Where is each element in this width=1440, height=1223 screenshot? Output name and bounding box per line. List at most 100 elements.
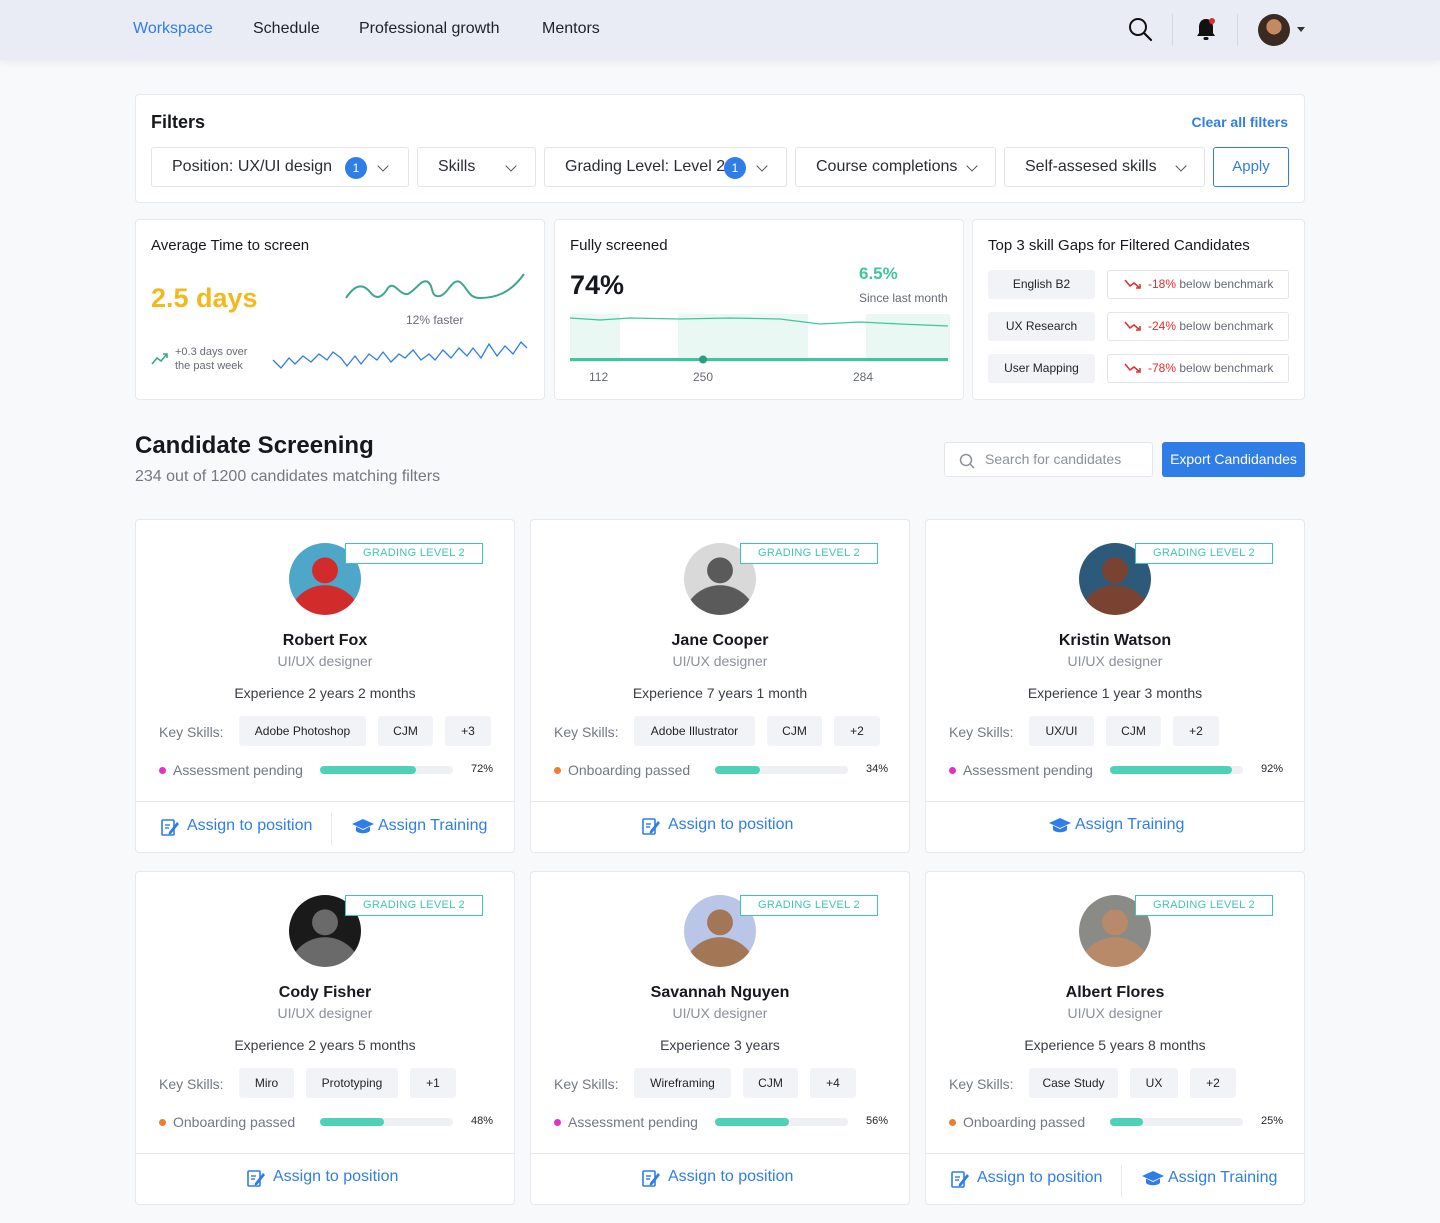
progress-percent: 56%	[865, 1115, 888, 1127]
candidate-experience: Experience 5 years 8 months	[1024, 1037, 1206, 1053]
clear-filters-link[interactable]: Clear all filters	[1191, 114, 1289, 130]
chevron-down-icon	[377, 160, 389, 172]
candidate-role: UI/UX designer	[277, 1005, 373, 1021]
card-divider	[531, 1153, 909, 1154]
progress-bar	[715, 1118, 848, 1126]
key-skills-label: Key Skills:	[554, 1076, 619, 1092]
export-candidates-button[interactable]: Export Candidandes	[1162, 442, 1305, 477]
trend-sparkline	[345, 273, 525, 300]
candidate-card[interactable]: GRADING LEVEL 2 Albert Flores UI/UX design…	[925, 871, 1305, 1205]
filter-label: Position: UX/UI design	[172, 158, 333, 175]
assign-training-button[interactable]: Assign Training	[1049, 816, 1185, 834]
skill-chip: +2	[1173, 716, 1219, 746]
screened-area-chart	[570, 314, 950, 364]
candidate-card[interactable]: GRADING LEVEL 2 Cody Fisher UI/UX designer…	[135, 871, 515, 1205]
trend-up-icon	[151, 353, 168, 365]
key-skills-label: Key Skills:	[949, 1076, 1014, 1092]
candidate-card[interactable]: GRADING LEVEL 2 Robert Fox UI/UX designer E…	[135, 519, 515, 853]
card-divider	[136, 801, 514, 802]
assign-position-icon	[642, 818, 660, 835]
gap-value: -24% below benchmark	[1107, 312, 1289, 341]
filter-count-badge: 1	[724, 157, 746, 179]
candidate-card[interactable]: GRADING LEVEL 2 Jane Cooper UI/UX designer…	[530, 519, 910, 853]
assign-training-button[interactable]: Assign Training	[352, 817, 487, 835]
filter-position[interactable]: Position: UX/UI design 1	[151, 147, 409, 187]
skill-chip: +3	[445, 716, 491, 746]
nav-workspace[interactable]: Workspace	[133, 20, 213, 37]
card-divider	[926, 801, 1304, 802]
gap-suffix: below benchmark	[1179, 277, 1274, 291]
filter-skills[interactable]: Skills	[417, 147, 536, 187]
grading-level-badge: GRADING LEVEL 2	[1135, 895, 1273, 916]
status-dot	[554, 1119, 561, 1126]
nav-divider	[1237, 14, 1238, 46]
skill-chip: +1	[410, 1068, 456, 1098]
status-text: Assessment pending	[963, 762, 1093, 778]
chevron-down-icon	[1175, 160, 1187, 172]
section-title: Candidate Screening	[135, 432, 374, 459]
action-divider	[331, 813, 332, 845]
filters-panel: Filters Clear all filters Position: UX/U…	[135, 94, 1305, 203]
filter-count-badge: 1	[345, 157, 367, 179]
candidate-experience: Experience 7 years 1 month	[632, 685, 808, 701]
action-label: Assign to position	[977, 1169, 1103, 1186]
faster-label: 12% faster	[406, 313, 464, 327]
gap-suffix: below benchmark	[1179, 361, 1274, 375]
grading-level-badge: GRADING LEVEL 2	[1135, 543, 1273, 564]
nav-schedule[interactable]: Schedule	[253, 20, 320, 37]
apply-button[interactable]: Apply	[1213, 147, 1289, 187]
progress-fill	[1110, 766, 1233, 774]
nav-professional-growth[interactable]: Professional growth	[359, 20, 500, 37]
filter-course-completions[interactable]: Course completions	[795, 147, 996, 187]
average-time-value: 2.5 days	[151, 283, 258, 313]
nav-divider	[1172, 14, 1173, 46]
assign-position-button[interactable]: Assign to position	[642, 816, 793, 835]
assign-position-button[interactable]: Assign to position	[951, 1169, 1103, 1188]
assign-training-button[interactable]: Assign Training	[1142, 1169, 1277, 1187]
action-label: Assign to position	[273, 1168, 399, 1185]
key-skills-label: Key Skills:	[554, 724, 619, 740]
filter-self-assessed-skills[interactable]: Self-assesed skills	[1004, 147, 1205, 187]
weekly-sparkline	[272, 340, 528, 369]
chevron-down-icon[interactable]	[1297, 27, 1305, 32]
card-divider	[926, 1153, 1304, 1154]
action-label: Assign Training	[1075, 816, 1185, 833]
filter-label: Self-assesed skills	[1025, 158, 1157, 175]
card-title: Top 3 skill Gaps for Filtered Candidates	[988, 237, 1250, 254]
search-icon[interactable]	[1127, 16, 1153, 42]
graduation-cap-icon	[1142, 1171, 1164, 1186]
status-dot	[159, 1119, 166, 1126]
nav-mentors[interactable]: Mentors	[542, 20, 600, 37]
progress-fill	[1110, 1118, 1144, 1126]
candidate-experience: Experience 2 years 2 months	[234, 685, 416, 701]
axis-label: 284	[853, 370, 874, 384]
progress-percent: 92%	[1260, 763, 1283, 775]
filter-label: Course completions	[816, 158, 958, 175]
bell-icon[interactable]	[1193, 16, 1219, 42]
assign-position-icon	[642, 1170, 660, 1187]
candidate-role: UI/UX designer	[1067, 653, 1163, 669]
filter-grading-level[interactable]: Grading Level: Level 2 1	[544, 147, 787, 187]
gap-skill-label: User Mapping	[988, 354, 1095, 383]
status-dot	[949, 767, 956, 774]
card-title: Fully screened	[570, 237, 668, 254]
skill-chip: Adobe Illustrator	[634, 716, 755, 746]
search-input[interactable]	[985, 451, 1145, 467]
card-divider	[136, 1153, 514, 1154]
average-time-card: Average Time to screen 2.5 days 12% fast…	[135, 219, 545, 400]
skill-chip: UX	[1130, 1068, 1178, 1098]
progress-fill	[320, 1118, 384, 1126]
grading-level-badge: GRADING LEVEL 2	[740, 895, 878, 916]
action-label: Assign to position	[187, 817, 313, 834]
candidate-experience: Experience 1 year 3 months	[1027, 685, 1203, 701]
assign-position-button[interactable]: Assign to position	[161, 817, 313, 836]
status-text: Assessment pending	[568, 1114, 698, 1130]
filter-label: Grading Level: Level 2	[565, 158, 726, 175]
progress-fill	[715, 766, 761, 774]
skill-chip: Wireframing	[634, 1068, 731, 1098]
assign-position-button[interactable]: Assign to position	[642, 1168, 793, 1187]
assign-position-button[interactable]: Assign to position	[247, 1168, 399, 1187]
candidate-card[interactable]: GRADING LEVEL 2 Kristin Watson UI/UX desig…	[925, 519, 1305, 853]
candidate-card[interactable]: GRADING LEVEL 2 Savannah Nguyen UI/UX desi…	[530, 871, 910, 1205]
user-avatar[interactable]	[1258, 14, 1290, 46]
